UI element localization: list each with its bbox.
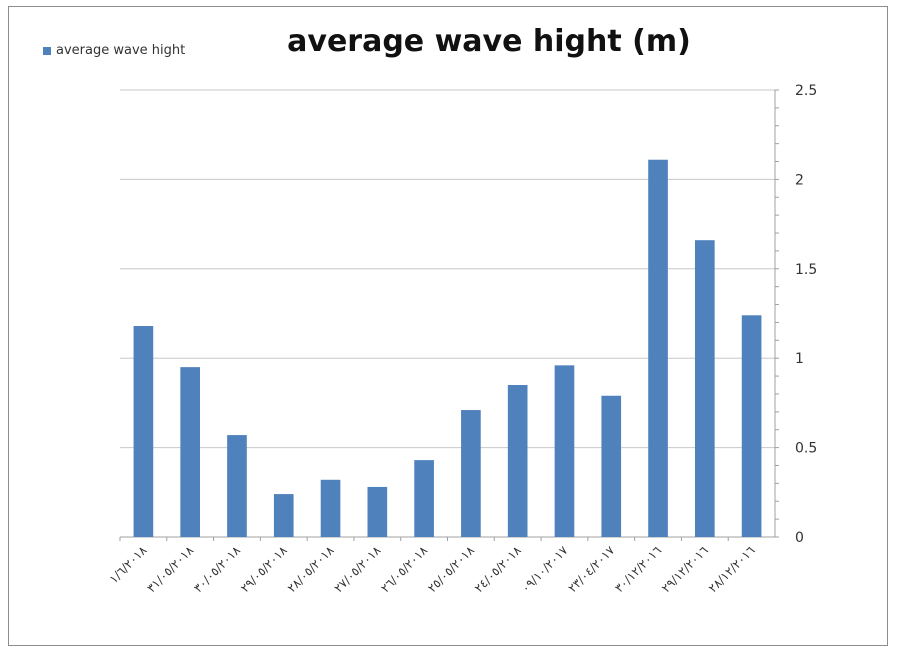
x-tick-label: ٢٦/٠٥/٢٠١٨ <box>378 543 430 595</box>
x-tick-label: ٢٨/١٢/٢٠١٦ <box>706 543 758 595</box>
chart-title: average wave hight (m) <box>287 24 691 59</box>
bar <box>227 435 247 537</box>
x-tick-label: ٠٩/١٠/٢٠١٧ <box>519 543 571 595</box>
y-tick-label: 1.5 <box>795 262 817 278</box>
x-tick-label: ٣٠/٠٥/٢٠١٨ <box>191 543 243 595</box>
y-tick-label: 1 <box>795 351 804 367</box>
bar <box>507 385 528 537</box>
y-tick-label: 2 <box>795 172 804 188</box>
x-tick-label: ٣٠/١٢/٢٠١٦ <box>612 543 664 595</box>
legend-label: average wave hight <box>56 43 186 58</box>
legend-swatch <box>43 46 51 55</box>
x-tick-label: ٢٣/٠٤/٢٠١٧ <box>565 543 617 595</box>
x-tick-label: ٢٩/٠٥/٢٠١٨ <box>238 543 290 595</box>
bar <box>461 410 481 537</box>
legend: average wave hight <box>43 43 185 58</box>
bar <box>273 494 294 537</box>
bar <box>180 367 201 537</box>
bar <box>601 395 622 537</box>
x-tick-label: ٢٤/٠٥/٢٠١٨ <box>472 543 524 595</box>
bar <box>414 460 434 537</box>
bar <box>367 486 388 537</box>
bar <box>554 365 575 537</box>
x-tick-label: ٢٧/٠٥/٢٠١٨ <box>331 543 383 595</box>
bar <box>648 159 668 537</box>
bar <box>133 326 154 537</box>
y-tick-label: 0 <box>795 530 804 546</box>
bar <box>320 479 341 537</box>
y-tick-label: 2.5 <box>795 83 817 99</box>
x-tick-label: ١/٦/٢٠١٨ <box>107 543 150 586</box>
x-tick-label: ٢٩/١٢/٢٠١٦ <box>659 543 711 595</box>
x-tick-label: ٢٥/٠٥/٢٠١٨ <box>425 543 477 595</box>
bar <box>741 315 762 537</box>
bar <box>694 240 715 537</box>
y-tick-label: 0.5 <box>795 441 817 457</box>
x-tick-label: ٢٨/٠٥/٢٠١٨ <box>285 543 337 595</box>
x-tick-label: ٣١/٠٥/٢٠١٨ <box>144 543 196 595</box>
